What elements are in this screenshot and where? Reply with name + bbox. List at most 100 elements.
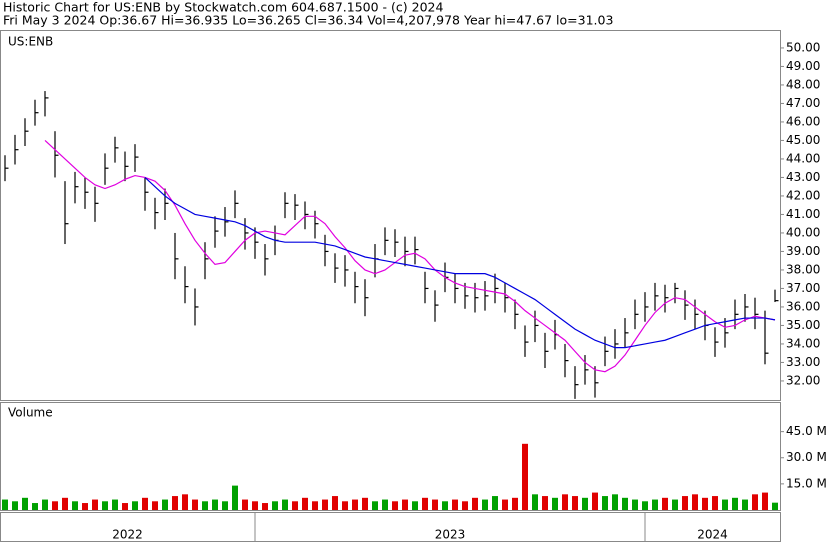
volume-bar [732,497,738,510]
volume-bar [722,499,728,510]
volume-bar [372,501,378,510]
y-tick-label: 46.00 [786,114,820,128]
moving-average [144,177,776,349]
volume-panel [0,402,781,511]
volume-bar [122,503,128,510]
volume-bar [52,501,58,510]
volume-bar [232,485,238,510]
volume-bar [162,499,168,510]
volume-label: Volume [8,406,53,420]
date-strip [0,512,781,542]
volume-bar [602,496,608,510]
volume-bar [272,501,278,510]
y-tick-label: 39.00 [786,244,820,258]
volume-bar [242,499,248,510]
volume-bar [552,497,558,510]
volume-bar [592,492,598,510]
volume-bar [352,499,358,510]
volume-bar [482,499,488,510]
volume-bar [192,499,198,510]
volume-bar [62,497,68,510]
volume-bar [662,497,668,510]
volume-bar [642,501,648,510]
volume-bar [102,501,108,510]
y-tick-label: 42.00 [786,188,820,202]
volume-bar [362,497,368,510]
y-tick-label: 48.00 [786,77,820,91]
y-tick-label: 43.00 [786,170,820,184]
volume-bar [502,499,508,510]
volume-bar [742,499,748,510]
volume-bar [512,497,518,510]
y-tick-label: 30.0 M [786,450,827,464]
volume-bar [42,499,48,510]
y-tick-label: 44.00 [786,151,820,165]
volume-bar [152,501,158,510]
volume-bar [562,494,568,510]
volume-bar [452,499,458,510]
header-line1: Historic Chart for US:ENB by Stockwatch.… [3,0,443,15]
symbol-label: US:ENB [8,35,53,49]
volume-bar [522,443,528,510]
volume-bar [222,501,228,510]
volume-bar [202,501,208,510]
volume-bar [752,494,758,510]
volume-bar [402,499,408,510]
volume-bar [682,496,688,510]
volume-bar [72,501,78,510]
volume-bar [292,501,298,510]
volume-bar [312,501,318,510]
volume-bar [622,497,628,510]
volume-bar [702,497,708,510]
y-tick-label: 40.00 [786,225,820,239]
year-label: 2023 [435,528,466,542]
volume-bar [432,499,438,510]
y-tick-label: 47.00 [786,96,820,110]
volume-bar [282,499,288,510]
y-tick-label: 35.00 [786,318,820,332]
y-tick-label: 33.00 [786,355,820,369]
y-tick-label: 36.00 [786,299,820,313]
volume-bar [772,502,778,510]
volume-bar [342,501,348,510]
volume-bar [712,496,718,510]
volume-bar [632,499,638,510]
volume-bar [112,499,118,510]
volume-bar [672,499,678,510]
volume-bar [532,494,538,510]
header-line2: Fri May 3 2024 Op:36.67 Hi=36.935 Lo=36.… [3,13,613,28]
volume-bar [302,497,308,510]
volume-bar [252,501,258,510]
volume-bar [322,499,328,510]
y-tick-label: 45.0 M [786,424,827,438]
y-tick-label: 50.00 [786,40,820,54]
volume-bar [132,501,138,510]
volume-bar [92,499,98,510]
y-tick-label: 49.00 [786,59,820,73]
volume-bar [422,497,428,510]
volume-bar [542,496,548,510]
volume-bar [12,501,18,510]
volume-bar [692,494,698,510]
y-tick-label: 37.00 [786,281,820,295]
volume-bar [472,497,478,510]
y-tick-label: 45.00 [786,133,820,147]
y-tick-label: 15.0 M [786,476,827,490]
volume-bar [142,497,148,510]
volume-bar [462,501,468,510]
volume-bar [612,494,618,510]
volume-bar [412,501,418,510]
volume-bar [32,503,38,510]
volume-bar [492,496,498,510]
volume-bar [22,497,28,510]
volume-bar [762,492,768,510]
year-label: 2022 [112,528,143,542]
volume-bar [572,496,578,510]
volume-bar [392,501,398,510]
y-tick-label: 34.00 [786,336,820,350]
volume-bar [262,503,268,510]
price-panel [0,30,781,401]
volume-bar [172,496,178,510]
